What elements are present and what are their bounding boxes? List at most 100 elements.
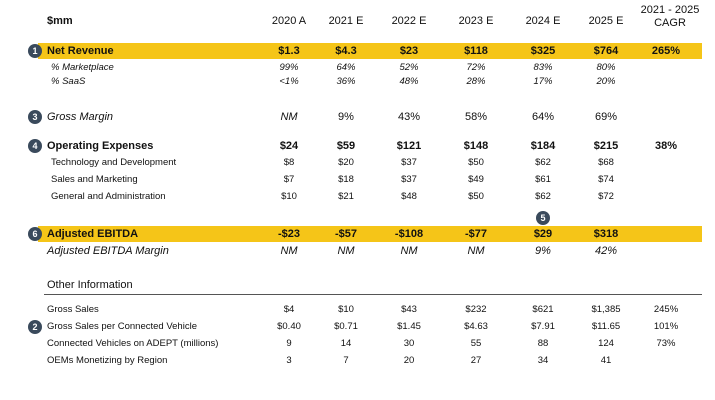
value-cell: $74 [598,174,614,185]
value-cell: $62 [535,191,551,202]
value-cell: $4.63 [464,321,488,332]
value-cell: 30 [403,338,415,349]
row-label: Adjusted EBITDA [47,228,139,240]
value-cell: $68 [598,157,614,168]
value-cell: 36% [336,76,356,87]
cagr-header-line1: 2021 - 2025 [640,4,700,16]
adj-ebitda-row: Adjusted EBITDA -$23 -$57 -$108 -$77 $29… [0,228,715,244]
value-cell: NM [280,245,298,257]
value-cell: $4 [283,304,295,315]
value-cell: $118 [464,45,488,57]
value-cell: $50 [468,191,484,202]
value-cell: 3 [286,355,292,366]
row-label: Gross Sales per Connected Vehicle [47,321,197,332]
value-cell: $0.71 [334,321,358,332]
value-cell: $7.91 [531,321,555,332]
value-cell: 20 [403,355,415,366]
value-cell: NM [337,245,355,257]
pct-marketplace-row: % Marketplace 99% 64% 52% 72% 83% 80% [0,62,715,78]
value-cell: 69% [594,111,618,123]
oems-row: OEMs Monetizing by Region 3 7 20 27 34 4… [0,355,715,371]
row-label: Sales and Marketing [51,174,138,185]
value-cell: 88 [537,338,549,349]
value-cell: $10 [281,191,297,202]
cagr-cell: 38% [654,140,678,152]
value-cell: $20 [338,157,354,168]
value-cell: NM [400,245,418,257]
cagr-cell: 73% [656,338,676,349]
value-cell: 9% [338,111,354,123]
value-cell: $0.40 [277,321,301,332]
value-cell: $23 [399,45,419,57]
value-cell: $43 [401,304,417,315]
value-cell: -$77 [464,228,488,240]
year-header: 2025 E [588,15,624,27]
value-cell: 48% [399,76,419,87]
badge-3: 3 [28,110,42,124]
value-cell: 43% [397,111,421,123]
table-header: $mm 2020 A 2021 E 2022 E 2023 E 2024 E 2… [0,15,715,31]
value-cell: 9% [535,245,551,257]
ebitda-margin-row: Adjusted EBITDA Margin NM NM NM NM 9% 42… [0,245,715,261]
value-cell: $37 [401,174,417,185]
value-cell: $7 [283,174,295,185]
adj-ebitda-highlight [38,226,702,242]
year-header: 2020 A [271,15,307,27]
value-cell: 20% [596,76,616,87]
value-cell: 14 [340,338,352,349]
net-revenue-row: Net Revenue $1.3 $4.3 $23 $118 $325 $764… [0,45,715,61]
badge-6: 6 [28,227,42,241]
value-cell: NM [280,111,298,123]
net-revenue-highlight [38,43,702,59]
sales-mkt-row: Sales and Marketing $7 $18 $37 $49 $61 $… [0,174,715,190]
value-cell: $61 [535,174,551,185]
pct-saas-row: % SaaS <1% 36% 48% 28% 17% 20% [0,76,715,92]
cagr-cell: 265% [651,45,681,57]
row-label: Net Revenue [47,45,114,57]
value-cell: $325 [530,45,556,57]
unit-label: $mm [47,15,73,27]
value-cell: 83% [533,62,553,73]
value-cell: 58% [464,111,488,123]
value-cell: <1% [279,76,299,87]
gen-admin-row: General and Administration $10 $21 $48 $… [0,191,715,207]
value-cell: $37 [401,157,417,168]
gross-margin-row: Gross Margin NM 9% 43% 58% 64% 69% [0,111,715,127]
value-cell: -$23 [277,228,301,240]
value-cell: $318 [593,228,619,240]
value-cell: $72 [598,191,614,202]
value-cell: $24 [279,140,299,152]
value-cell: $764 [593,45,619,57]
value-cell: $59 [336,140,356,152]
value-cell: $10 [338,304,354,315]
value-cell: $49 [468,174,484,185]
value-cell: $48 [401,191,417,202]
value-cell: $184 [530,140,556,152]
row-label: % SaaS [51,76,86,87]
value-cell: 72% [466,62,486,73]
value-cell: $29 [533,228,553,240]
badge-2: 2 [28,320,42,334]
value-cell: $21 [338,191,354,202]
value-cell: 55 [470,338,482,349]
value-cell: 34 [537,355,549,366]
year-header: 2021 E [328,15,364,27]
value-cell: 41 [600,355,612,366]
value-cell: $8 [283,157,295,168]
row-label: Adjusted EBITDA Margin [47,245,169,257]
value-cell: $50 [468,157,484,168]
badge-4: 4 [28,139,42,153]
value-cell: $215 [593,140,619,152]
value-cell: 28% [466,76,486,87]
value-cell: 17% [533,76,553,87]
value-cell: -$108 [394,228,424,240]
gross-sales-row: Gross Sales $4 $10 $43 $232 $621 $1,385 … [0,304,715,320]
value-cell: -$57 [334,228,358,240]
value-cell: 124 [598,338,614,349]
row-label: OEMs Monetizing by Region [47,355,168,366]
row-label: General and Administration [51,191,166,202]
value-cell: $121 [396,140,422,152]
row-label: % Marketplace [51,62,114,73]
row-label: Connected Vehicles on ADEPT (millions) [47,338,219,349]
value-cell: 9 [286,338,292,349]
